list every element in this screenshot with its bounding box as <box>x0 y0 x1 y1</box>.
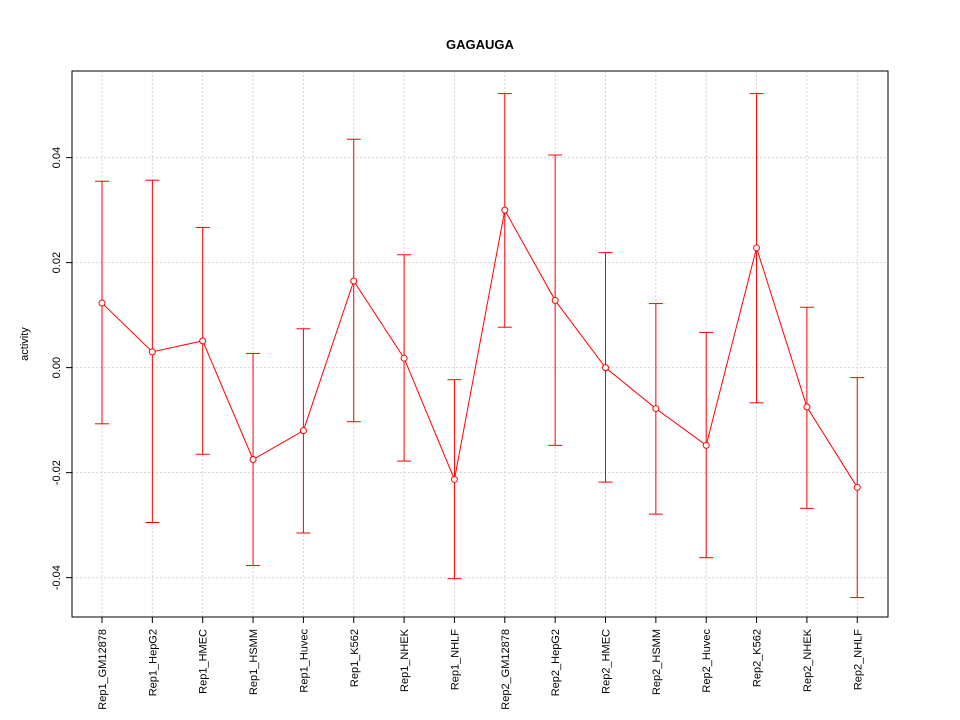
y-axis-label: activity <box>19 327 31 361</box>
x-tick-label: Rep1_K562 <box>349 629 361 687</box>
x-tick-label: Rep2_HepG2 <box>550 629 562 696</box>
chart-title: GAGAUGA <box>446 37 515 52</box>
data-point <box>501 206 509 214</box>
data-point <box>602 364 609 372</box>
y-tick-label: -0.04 <box>51 565 63 590</box>
x-tick-label: Rep1_Huvec <box>298 629 310 693</box>
data-point <box>753 244 761 252</box>
data-point <box>551 296 559 304</box>
data-point <box>249 456 257 463</box>
data-point <box>652 405 660 413</box>
y-axis: -0.04 -0.02 0.00 0.02 0.04 <box>51 147 72 590</box>
x-tick-label: Rep2_NHEK <box>802 628 814 692</box>
data-point <box>853 483 861 491</box>
x-tick-label: Rep1_HepG2 <box>147 629 159 696</box>
x-tick-label: Rep2_HSMM <box>651 629 663 695</box>
x-tick-label: Rep1_HMEC <box>198 629 210 694</box>
x-tick-label: Rep1_HSMM <box>248 629 260 695</box>
x-tick-label: Rep2_HMEC <box>601 629 613 694</box>
data-point <box>400 354 408 362</box>
series-polyline <box>101 208 858 488</box>
y-tick-label: 0.02 <box>51 252 63 273</box>
x-tick-label: Rep2_NHLF <box>852 629 864 690</box>
data-point <box>98 299 106 307</box>
series-line <box>101 208 858 488</box>
y-tick-label: -0.02 <box>51 460 63 485</box>
x-tick-label: Rep1_NHLF <box>449 629 461 690</box>
data-point <box>199 337 207 345</box>
data-point <box>350 277 358 285</box>
x-tick-label: Rep1_GM12878 <box>97 629 109 710</box>
y-tick-label: 0.04 <box>51 147 63 168</box>
x-tick-label: Rep2_K562 <box>752 629 764 687</box>
data-point <box>803 403 811 411</box>
data-point <box>148 348 156 356</box>
x-tick-label: Rep1_NHEK <box>399 628 411 692</box>
data-point <box>450 475 458 483</box>
x-tick-label: Rep2_Huvec <box>701 629 713 693</box>
x-tick-label: Rep2_GM12878 <box>500 629 512 710</box>
plot-frame <box>71 70 889 618</box>
y-tick-label: 0.00 <box>51 357 63 378</box>
data-point <box>702 441 710 449</box>
x-axis: Rep1_GM12878 Rep1_HepG2 Rep1_HMEC Rep1_HSMM… <box>97 617 864 710</box>
data-point <box>299 427 307 435</box>
data-points <box>98 206 861 491</box>
